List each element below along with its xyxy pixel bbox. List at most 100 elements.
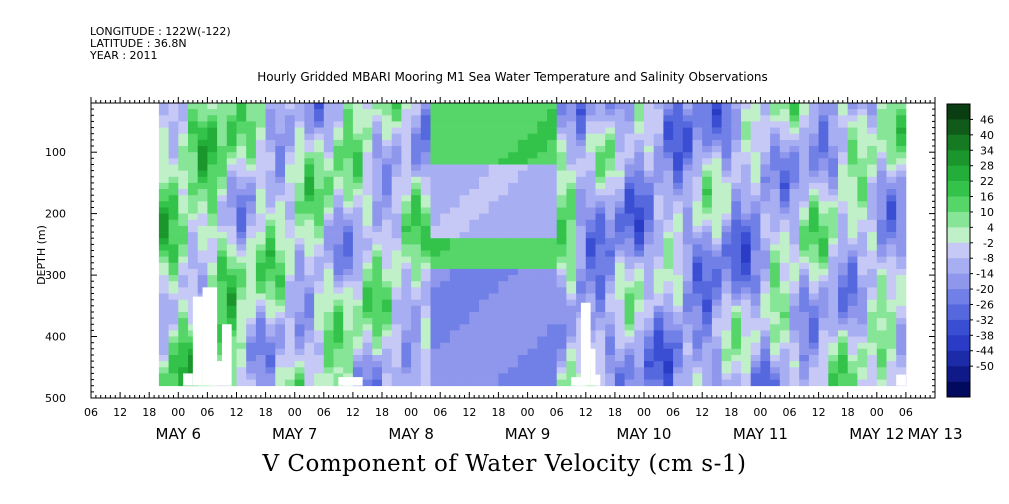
heatmap-cell bbox=[488, 379, 499, 387]
heatmap-cell bbox=[304, 115, 315, 122]
heatmap-cell bbox=[692, 109, 703, 116]
heatmap-cell bbox=[547, 336, 558, 343]
heatmap-cell bbox=[644, 103, 655, 110]
heatmap-cell bbox=[362, 318, 373, 325]
heatmap-cell bbox=[566, 287, 577, 294]
heatmap-cell bbox=[508, 336, 519, 343]
heatmap-cell bbox=[246, 299, 257, 307]
heatmap-cell bbox=[255, 281, 266, 288]
heatmap-cell bbox=[440, 164, 451, 171]
heatmap-cell bbox=[760, 115, 771, 122]
heatmap-cell bbox=[479, 213, 490, 221]
heatmap-cell bbox=[663, 268, 674, 276]
heatmap-cell bbox=[449, 299, 460, 307]
heatmap-cell bbox=[857, 207, 868, 214]
heatmap-cell bbox=[721, 293, 732, 300]
heatmap-cell bbox=[188, 244, 199, 251]
heatmap-cell bbox=[682, 379, 693, 387]
heatmap-cell bbox=[789, 287, 800, 294]
heatmap-cell bbox=[576, 189, 587, 196]
heatmap-cell bbox=[828, 318, 839, 325]
heatmap-cell bbox=[382, 373, 393, 380]
heatmap-cell bbox=[605, 232, 616, 239]
heatmap-cell bbox=[818, 256, 829, 264]
heatmap-cell bbox=[876, 121, 887, 128]
heatmap-cell bbox=[197, 133, 208, 141]
heatmap-cell bbox=[731, 121, 742, 128]
heatmap-cell bbox=[624, 182, 635, 190]
heatmap-cell bbox=[741, 146, 752, 153]
heatmap-cell bbox=[314, 121, 325, 128]
heatmap-cell bbox=[711, 281, 722, 288]
heatmap-cell bbox=[430, 201, 441, 208]
heatmap-cell bbox=[382, 158, 393, 165]
heatmap-cell bbox=[779, 281, 790, 288]
heatmap-cell bbox=[158, 164, 169, 171]
heatmap-cell bbox=[372, 324, 383, 331]
heatmap-cell bbox=[479, 336, 490, 343]
heatmap-cell bbox=[644, 342, 655, 350]
heatmap-cell bbox=[362, 195, 373, 202]
heatmap-cell bbox=[644, 275, 655, 282]
heatmap-cell bbox=[333, 367, 344, 374]
heatmap-cell bbox=[333, 139, 344, 147]
heatmap-cell bbox=[770, 330, 781, 337]
heatmap-cell bbox=[517, 324, 528, 331]
heatmap-cell bbox=[314, 262, 325, 270]
heatmap-cell bbox=[246, 275, 257, 282]
heatmap-cell bbox=[440, 109, 451, 116]
heatmap-cell bbox=[333, 355, 344, 362]
heatmap-cell bbox=[867, 213, 878, 221]
heatmap-cell bbox=[498, 355, 509, 362]
heatmap-cell bbox=[226, 342, 237, 350]
heatmap-cell bbox=[634, 182, 645, 190]
heatmap-cell bbox=[682, 318, 693, 325]
colorbar-label: -32 bbox=[976, 314, 994, 327]
heatmap-cell bbox=[372, 219, 383, 227]
heatmap-cell bbox=[673, 182, 684, 190]
heatmap-cell bbox=[828, 361, 839, 368]
heatmap-cell bbox=[857, 250, 868, 257]
heatmap-cell bbox=[682, 170, 693, 178]
heatmap-cell bbox=[702, 176, 713, 184]
heatmap-cell bbox=[323, 115, 334, 122]
heatmap-cell bbox=[799, 312, 810, 319]
heatmap-cell bbox=[527, 103, 538, 110]
heatmap-cell bbox=[663, 318, 674, 325]
heatmap-cell bbox=[178, 275, 189, 282]
heatmap-cell bbox=[547, 293, 558, 300]
heatmap-cell bbox=[847, 109, 858, 116]
heatmap-cell bbox=[624, 176, 635, 184]
heatmap-cell bbox=[217, 170, 228, 178]
heatmap-cell bbox=[158, 201, 169, 208]
heatmap-cell bbox=[343, 262, 354, 270]
heatmap-cell bbox=[595, 189, 606, 196]
heatmap-cell bbox=[595, 238, 606, 245]
heatmap-cell bbox=[158, 250, 169, 257]
heatmap-cell bbox=[760, 256, 771, 264]
heatmap-cell bbox=[382, 189, 393, 196]
heatmap-cell bbox=[779, 275, 790, 282]
heatmap-cell bbox=[255, 275, 266, 282]
heatmap-cell bbox=[547, 348, 558, 356]
heatmap-cell bbox=[779, 256, 790, 264]
heatmap-cell bbox=[158, 299, 169, 307]
heatmap-cell bbox=[420, 213, 431, 221]
heatmap-cell bbox=[246, 109, 257, 116]
heatmap-cell bbox=[449, 207, 460, 214]
heatmap-cell bbox=[197, 262, 208, 270]
heatmap-cell bbox=[828, 109, 839, 116]
heatmap-cell bbox=[663, 201, 674, 208]
heatmap-cell bbox=[673, 158, 684, 165]
heatmap-cell bbox=[236, 164, 247, 171]
heatmap-cell bbox=[333, 348, 344, 356]
heatmap-cell bbox=[314, 127, 325, 135]
heatmap-cell bbox=[158, 127, 169, 135]
heatmap-cell bbox=[886, 139, 897, 147]
heatmap-cell bbox=[692, 324, 703, 331]
heatmap-cell bbox=[896, 256, 907, 264]
heatmap-cell bbox=[459, 367, 470, 374]
heatmap-cell bbox=[352, 275, 363, 282]
heatmap-cell bbox=[411, 182, 422, 190]
heatmap-cell bbox=[624, 256, 635, 264]
